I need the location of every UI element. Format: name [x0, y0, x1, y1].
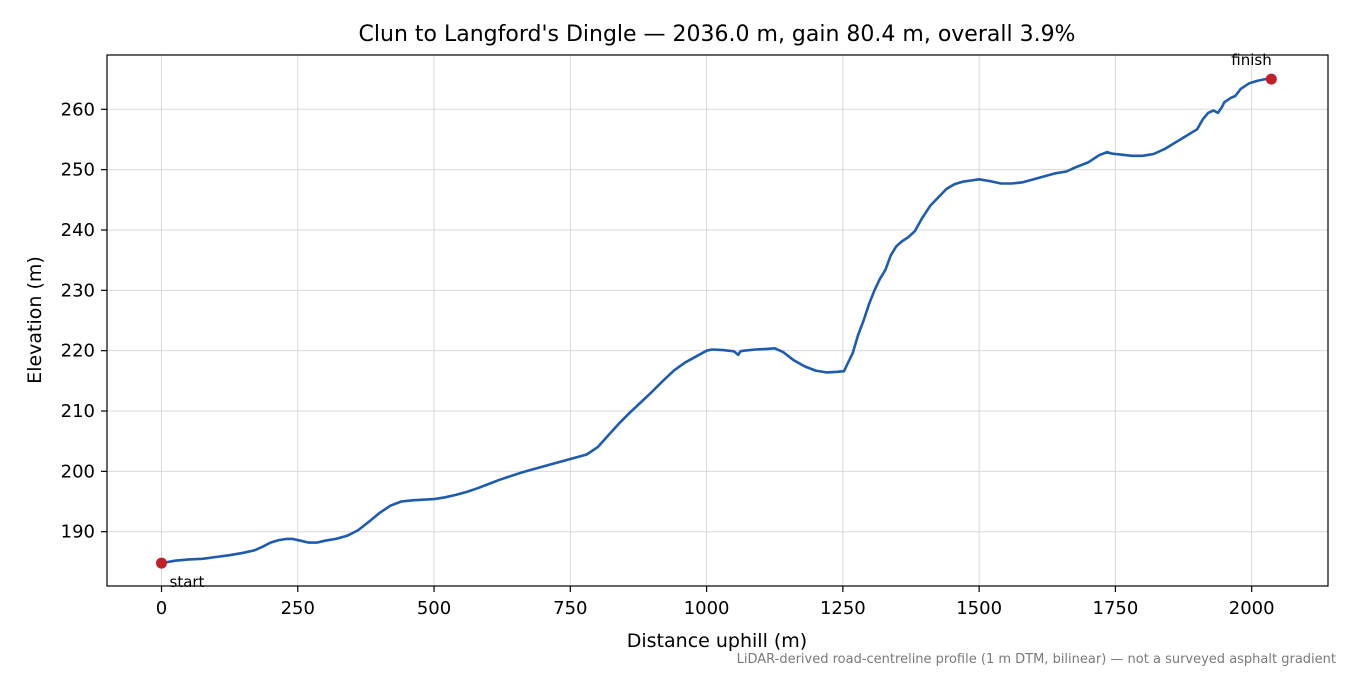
elevation-profile-line — [160, 77, 1273, 565]
y-axis-ticks: 190 200 210 220 230 240 250 260 — [61, 99, 107, 543]
x-tick-label: 250 — [281, 598, 315, 619]
x-tick-label: 2000 — [1229, 598, 1275, 619]
x-tick-label: 750 — [553, 598, 587, 619]
y-tick-label: 260 — [61, 99, 95, 120]
x-axis-ticks: 0 250 500 750 1000 1250 1500 1750 2000 — [156, 586, 1275, 619]
y-axis-label: Elevation (m) — [24, 256, 46, 384]
x-tick-label: 1750 — [1093, 598, 1139, 619]
y-tick-label: 240 — [61, 220, 95, 241]
y-tick-label: 250 — [61, 160, 95, 181]
finish-marker — [1265, 73, 1277, 85]
chart-caption: LiDAR-derived road-centreline profile (1… — [736, 652, 1336, 667]
x-tick-label: 1250 — [820, 598, 866, 619]
chart-title: Clun to Langford's Dingle — 2036.0 m, ga… — [359, 22, 1076, 47]
x-tick-label: 1000 — [684, 598, 730, 619]
x-axis-label: Distance uphill (m) — [627, 630, 807, 652]
plot-frame — [106, 54, 1329, 587]
x-tick-label: 0 — [156, 598, 167, 619]
endpoint-markers: start finish — [156, 51, 1277, 591]
y-gridlines — [107, 108, 1328, 533]
start-marker — [156, 557, 168, 569]
x-tick-label: 500 — [417, 598, 451, 619]
start-label: start — [170, 573, 205, 591]
y-tick-label: 210 — [61, 401, 95, 422]
finish-label: finish — [1231, 51, 1271, 69]
x-tick-label: 1500 — [956, 598, 1002, 619]
y-tick-label: 190 — [61, 522, 95, 543]
x-gridlines — [161, 55, 1253, 586]
y-tick-label: 220 — [61, 341, 95, 362]
y-tick-label: 230 — [61, 280, 95, 301]
y-tick-label: 200 — [61, 461, 95, 482]
